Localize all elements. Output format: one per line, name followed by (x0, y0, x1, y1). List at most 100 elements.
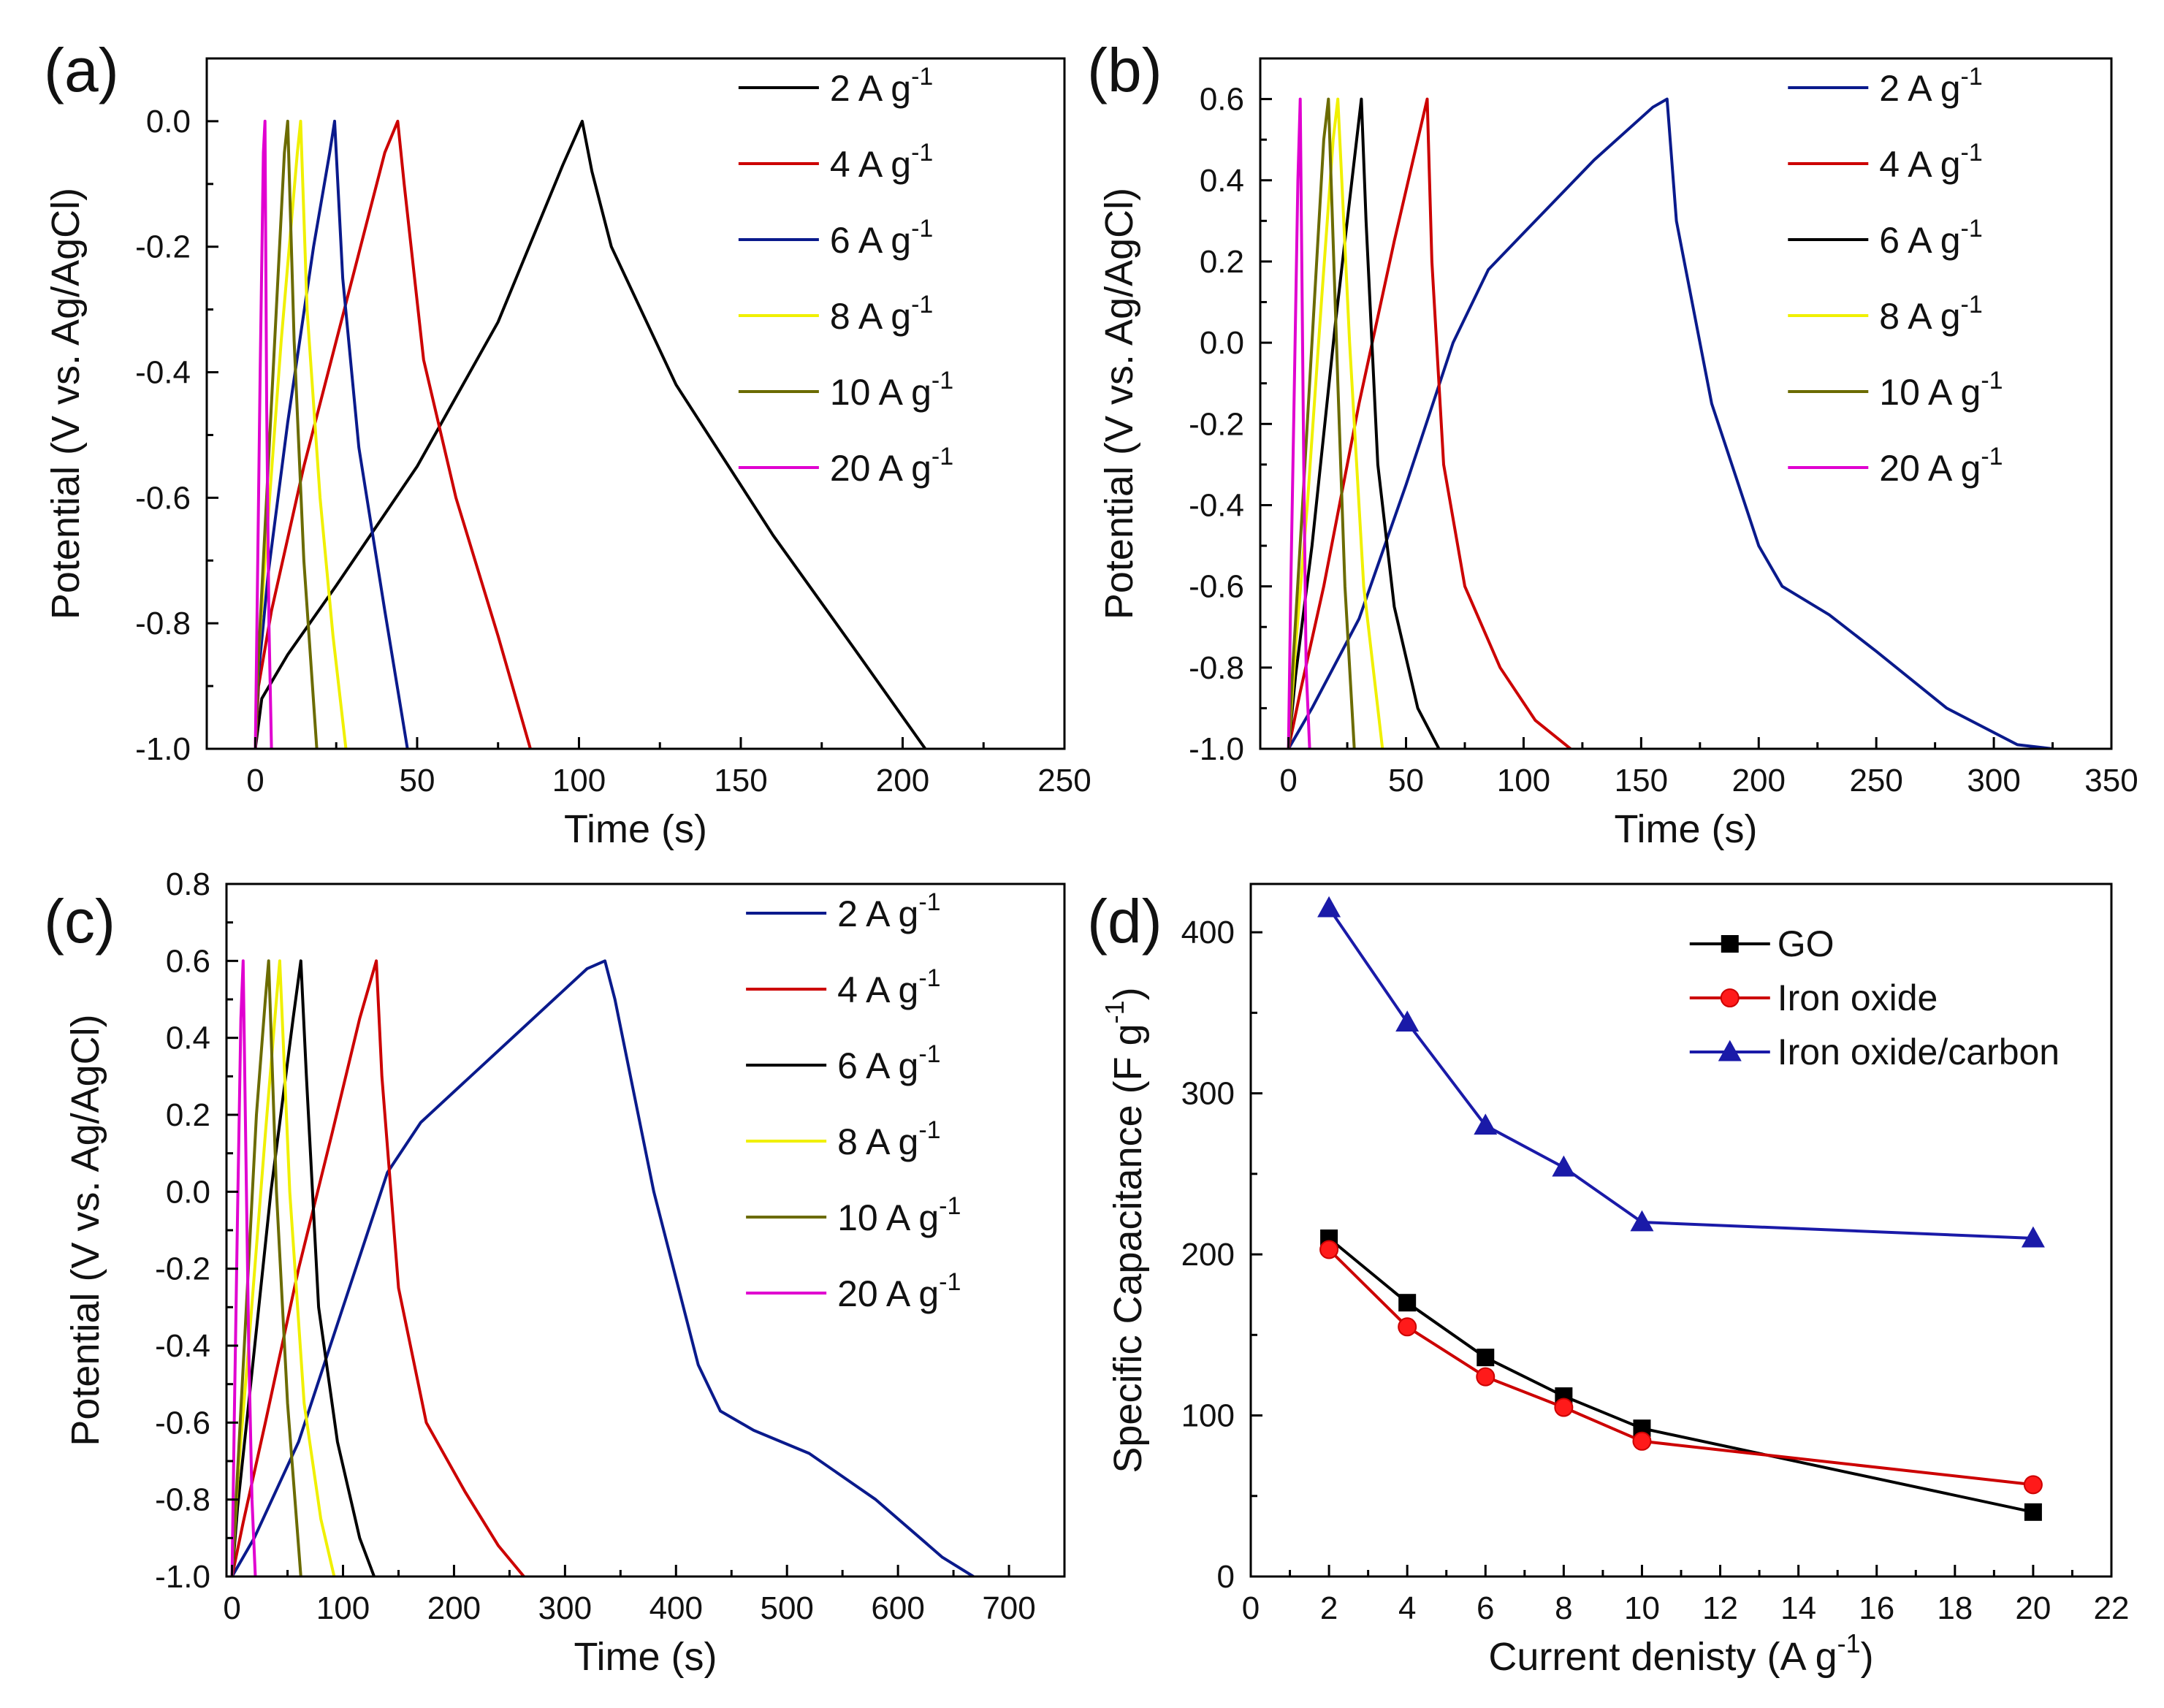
x-tick-label: 50 (1388, 763, 1424, 798)
series-line-6-a-g (1287, 97, 1441, 749)
x-tick-label: 50 (399, 763, 435, 798)
plot-area (254, 119, 927, 749)
y-tick-label: 300 (1181, 1076, 1235, 1112)
x-tick-label: 0 (223, 1590, 240, 1626)
y-tick-label: -0.6 (1189, 569, 1244, 605)
legend-label: 6 A g-1 (830, 215, 933, 261)
x-tick-label: 20 (2015, 1590, 2051, 1626)
data-point-iron-oxide (1398, 1317, 1417, 1337)
x-axis-label: Current denisty (A g-1) (1488, 1628, 1873, 1679)
data-point-iron-oxide-carbon (1630, 1210, 1654, 1232)
x-tick-label: 2 (1320, 1590, 1338, 1626)
series-line-2-a-g (230, 959, 975, 1577)
x-tick-label: 700 (982, 1590, 1035, 1626)
legend-label: 10 A g-1 (1879, 367, 2003, 413)
y-tick-label: -0.8 (135, 606, 191, 641)
x-tick-label: 100 (316, 1590, 370, 1626)
series-line-4-a-g (230, 959, 525, 1577)
legend-label: 2 A g-1 (830, 63, 933, 109)
panel-b: (b) 0 50 100 150 200 250 300 350 -1.0 -0.8 -0.6 -0.4… (1087, 36, 2138, 851)
y-tick-label: -0.4 (135, 355, 191, 391)
x-tick-label: 300 (538, 1590, 592, 1626)
y-axis-label: Potential (V vs. Ag/AgCl) (44, 188, 88, 619)
x-tick-label: 14 (1780, 1590, 1816, 1626)
series-line-20-a-g (1287, 97, 1311, 749)
series-line-10-a-g (230, 959, 302, 1577)
series-line-4-a-g (1287, 97, 1572, 749)
y-tick-label: -0.6 (135, 480, 191, 516)
legend-label: 20 A g-1 (837, 1268, 961, 1314)
series-line-10-a-g (1287, 97, 1356, 749)
legend-label: 6 A g-1 (1879, 215, 1982, 261)
y-tick-label: 0.6 (1200, 82, 1244, 118)
x-tick-label: 200 (427, 1590, 481, 1626)
legend-label: 4 A g-1 (837, 964, 940, 1010)
data-point-iron-oxide (1632, 1431, 1652, 1451)
y-tick-label: 0 (1217, 1559, 1235, 1595)
y-tick-label: 0.4 (1200, 163, 1244, 199)
x-tick-label: 150 (714, 763, 767, 798)
data-point-iron-oxide (1554, 1398, 1574, 1417)
x-tick-label: 500 (760, 1590, 813, 1626)
y-tick-label: -1.0 (1189, 731, 1244, 767)
panel-d: (d) 0 2 4 6 8 10 12 14 16 18 20 22 0 100 200 300 400 Curre… (1087, 882, 2129, 1679)
x-tick-label: 350 (2084, 763, 2138, 798)
legend-label: 8 A g-1 (837, 1116, 940, 1162)
legend-label: GO (1778, 923, 1835, 964)
plot-frame (205, 57, 1066, 750)
x-tick-label: 4 (1398, 1590, 1416, 1626)
x-tick-label: 0 (1242, 1590, 1260, 1626)
data-point-iron-oxide-carbon (2021, 1226, 2045, 1248)
data-point-go (1477, 1349, 1495, 1367)
x-tick-label: 200 (876, 763, 929, 798)
y-tick-label: -0.6 (155, 1405, 210, 1441)
y-tick-label: -0.2 (1189, 406, 1244, 442)
x-tick-label: 6 (1477, 1590, 1494, 1626)
y-tick-label: -1.0 (155, 1559, 210, 1595)
legend-label: Iron oxide/carbon (1778, 1032, 2060, 1072)
legend: 2 A g-1 4 A g-1 6 A g-1 8 A g-1 10 A g-1 20 A… (738, 63, 953, 489)
x-tick-label: 200 (1732, 763, 1786, 798)
legend-label: 20 A g-1 (830, 443, 953, 489)
y-tick-label: -0.2 (155, 1251, 210, 1287)
data-point-iron-oxide (2023, 1475, 2043, 1495)
x-axis-label: Time (s) (574, 1635, 717, 1679)
x-axis-label: Time (s) (1615, 807, 1758, 851)
legend: GO Iron oxide Iron oxide/carbon (1689, 923, 2060, 1072)
panel-label: (d) (1087, 887, 1162, 956)
series-line-6-a-g (230, 959, 376, 1577)
y-tick-label: 200 (1181, 1237, 1235, 1273)
x-tick-label: 10 (1624, 1590, 1660, 1626)
x-tick-label: 250 (1849, 763, 1902, 798)
series-line-6-a-g (254, 119, 409, 749)
x-tick-label: 150 (1615, 763, 1668, 798)
plot-frame (1249, 882, 2113, 1578)
y-axis-label: Potential (V vs. Ag/AgCl) (64, 1014, 107, 1446)
y-tick-label: 0.0 (166, 1174, 210, 1210)
x-tick-label: 0 (1279, 763, 1297, 798)
series-line-8-a-g (1287, 97, 1384, 749)
x-tick-label: 600 (871, 1590, 924, 1626)
data-point-iron-oxide-carbon (1552, 1155, 1576, 1177)
series-line-iron-oxide-carbon (1327, 907, 2033, 1240)
y-tick-label: 0.2 (1200, 244, 1244, 280)
y-tick-label: 400 (1181, 915, 1235, 950)
legend-label: 8 A g-1 (830, 291, 933, 337)
plot-area (1317, 896, 2045, 1521)
y-tick-label: 0.0 (146, 104, 191, 140)
y-tick-label: -0.8 (155, 1482, 210, 1518)
x-tick-label: 100 (552, 763, 606, 798)
legend-marker-iron-oxide-carbon (1718, 1040, 1742, 1061)
series-line-20-a-g (254, 119, 273, 749)
x-tick-label: 8 (1555, 1590, 1572, 1626)
y-tick-label: -0.4 (1189, 487, 1244, 523)
y-tick-label: -1.0 (135, 731, 191, 767)
x-tick-label: 18 (1937, 1590, 1973, 1626)
legend-label: Iron oxide (1778, 977, 1938, 1018)
y-tick-label: 100 (1181, 1398, 1235, 1434)
legend-label: 4 A g-1 (1879, 139, 1982, 185)
legend-label: 4 A g-1 (830, 139, 933, 185)
y-tick-label: -0.4 (155, 1328, 210, 1364)
y-tick-label: 0.2 (166, 1097, 210, 1133)
